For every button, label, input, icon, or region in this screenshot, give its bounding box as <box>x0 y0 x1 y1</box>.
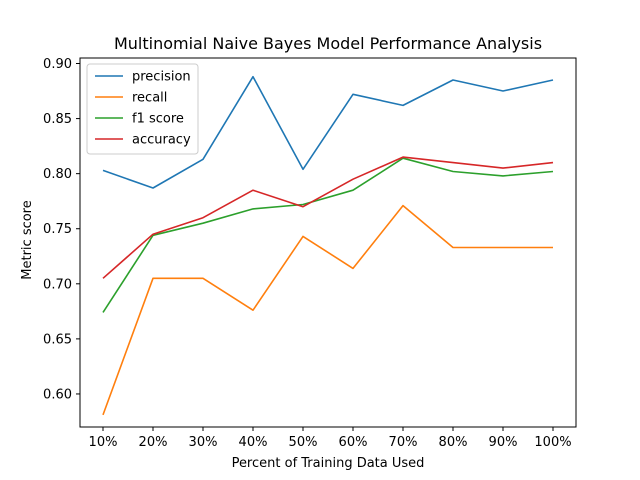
y-tick-label: 0.75 <box>43 222 72 237</box>
x-tick-label: 60% <box>339 435 368 450</box>
y-tick-label: 0.80 <box>43 167 72 182</box>
x-axis-label: Percent of Training Data Used <box>232 456 425 471</box>
y-tick-label: 0.85 <box>43 112 72 127</box>
x-tick-label: 100% <box>534 435 571 450</box>
legend-label: recall <box>132 91 167 106</box>
plot-area: 10% 20% 30% 40% 50% 60% 70% 80% 90% 100% 0.60 0.65 0… <box>43 57 577 450</box>
x-tick-label: 40% <box>239 435 268 450</box>
series-line-precision <box>102 75 554 189</box>
legend-label: precision <box>132 70 191 85</box>
y-axis-label: Metric score <box>20 200 35 279</box>
x-tick-label: 70% <box>389 435 418 450</box>
x-tick-label: 50% <box>289 435 318 450</box>
plot-frame <box>79 57 577 428</box>
y-tick-label: 0.90 <box>43 57 72 72</box>
series-line-f1-score <box>102 157 554 313</box>
x-tick-label: 90% <box>489 435 518 450</box>
x-tick-label: 10% <box>89 435 118 450</box>
legend-label: f1 score <box>132 112 184 127</box>
y-tick-label: 0.65 <box>43 332 72 347</box>
y-tick-label: 0.70 <box>43 277 72 292</box>
x-tick-label: 30% <box>189 435 218 450</box>
x-tick-label: 80% <box>439 435 468 450</box>
legend-label: accuracy <box>132 133 191 148</box>
chart-title: Multinomial Naive Bayes Model Performanc… <box>114 34 542 53</box>
legend-box <box>86 63 199 155</box>
x-tick-label: 20% <box>139 435 168 450</box>
series-line-recall <box>102 204 553 416</box>
legend: precision recall f1 score accuracy <box>86 63 199 155</box>
y-tick-label: 0.60 <box>43 387 72 402</box>
series-line-accuracy <box>102 156 554 279</box>
